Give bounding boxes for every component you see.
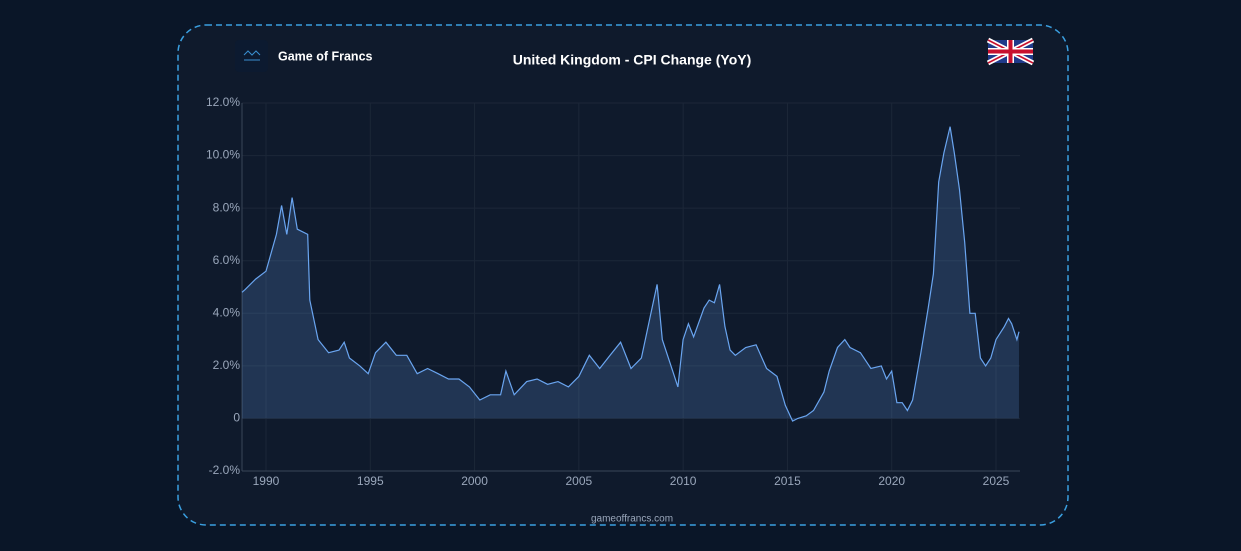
x-tick-label: 2020 — [878, 474, 905, 488]
line — [241, 126, 1020, 422]
x-tick-label: 2010 — [670, 474, 697, 488]
logo-icon — [243, 50, 261, 61]
flag — [986, 37, 1035, 66]
card — [177, 24, 1069, 526]
area — [242, 126, 1019, 422]
chart-title: United Kingdom - CPI Change (YoY) — [513, 52, 752, 68]
x-tick-label: 1995 — [357, 474, 384, 488]
y-tick-label: 2.0% — [213, 358, 241, 372]
brand: Game of Francs — [278, 49, 373, 63]
logo — [235, 40, 268, 72]
y-tick-label: -2.0% — [209, 463, 241, 477]
footer: gameoffrancs.com — [591, 514, 673, 525]
y-tick-label: 12.0% — [206, 95, 240, 109]
y-tick-label: 8.0% — [213, 200, 241, 214]
y-tick-label: 6.0% — [213, 253, 241, 267]
x-tick-label: 2005 — [566, 474, 593, 488]
y-tick-label: 10.0% — [206, 148, 240, 162]
x-tick-label: 2015 — [774, 474, 801, 488]
x-tick-label: 2025 — [983, 474, 1010, 488]
x-tick-label: 1990 — [253, 474, 280, 488]
y-tick-label: 4.0% — [213, 305, 241, 319]
y-tick-label: 0 — [233, 411, 240, 425]
x-tick-label: 2000 — [461, 474, 488, 488]
